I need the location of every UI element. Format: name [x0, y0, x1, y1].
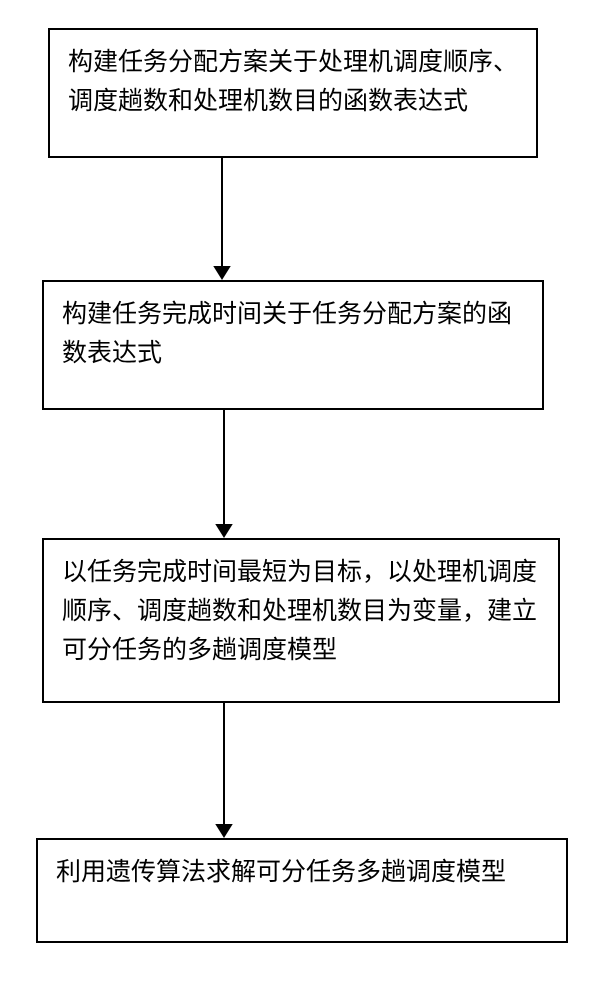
- flow-node-label: 构建任务分配方案关于处理机调度顺序、调度趟数和处理机数目的函数表达式: [68, 44, 518, 122]
- flow-node-label: 构建任务完成时间关于任务分配方案的函数表达式: [62, 296, 524, 374]
- arrow-icon: [206, 410, 242, 538]
- flow-node-build-scheduling-model: 以任务完成时间最短为目标，以处理机调度顺序、调度趟数和处理机数目为变量，建立可分…: [42, 538, 560, 703]
- flow-node-build-completion-time-function: 构建任务完成时间关于任务分配方案的函数表达式: [42, 280, 544, 410]
- arrow-icon: [204, 158, 240, 280]
- flow-node-label: 以任务完成时间最短为目标，以处理机调度顺序、调度趟数和处理机数目为变量，建立可分…: [62, 554, 540, 670]
- arrow-icon: [206, 703, 242, 838]
- flow-node-build-allocation-function: 构建任务分配方案关于处理机调度顺序、调度趟数和处理机数目的函数表达式: [48, 28, 538, 158]
- flow-node-solve-genetic-algorithm: 利用遗传算法求解可分任务多趟调度模型: [36, 838, 568, 943]
- flow-node-label: 利用遗传算法求解可分任务多趟调度模型: [56, 854, 506, 893]
- flowchart-canvas: 构建任务分配方案关于处理机调度顺序、调度趟数和处理机数目的函数表达式 构建任务完…: [0, 0, 606, 1000]
